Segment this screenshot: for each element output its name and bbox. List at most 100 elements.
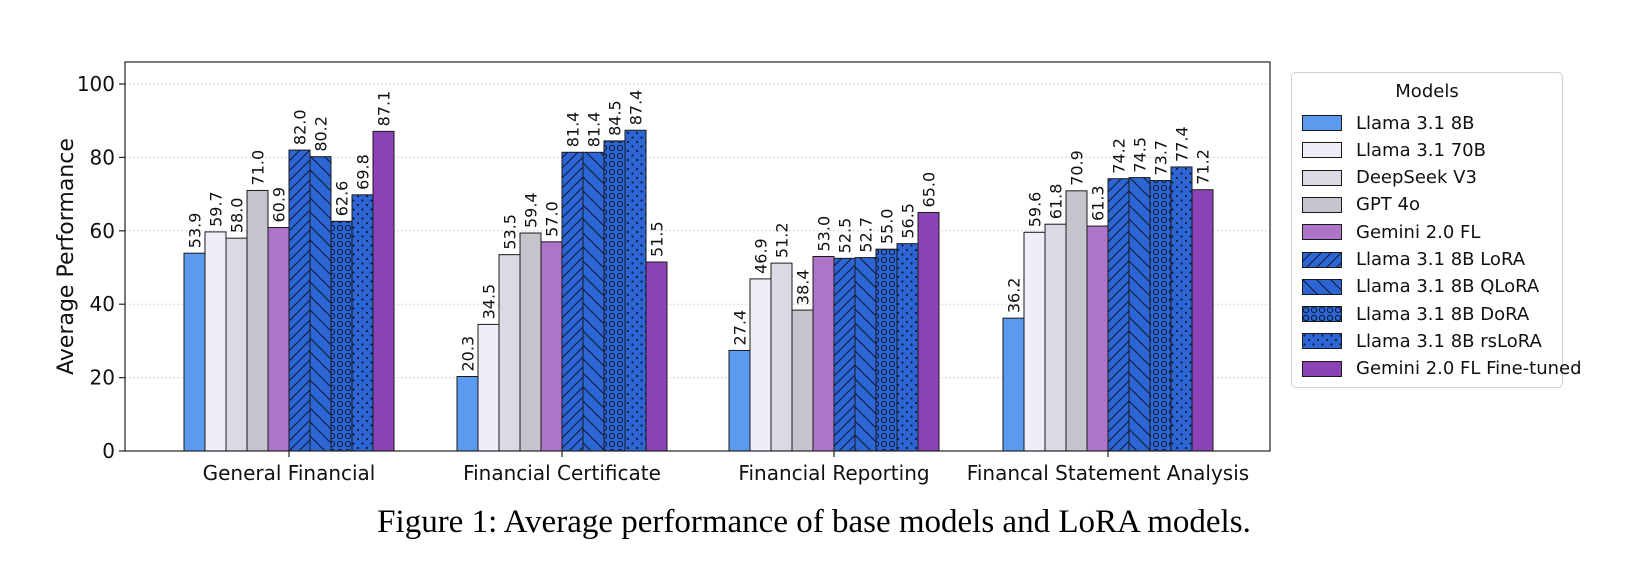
data-label: 81.4 xyxy=(585,112,604,148)
data-label: 53.5 xyxy=(501,214,520,250)
data-label: 71.0 xyxy=(249,150,268,186)
legend-item-llama-3-1-8b-qlora: Llama 3.1 8B QLoRA xyxy=(1302,275,1539,299)
data-label: 77.4 xyxy=(1173,126,1192,162)
data-label: 71.2 xyxy=(1194,149,1213,185)
bar-gemini-2-0-fl-financial-reporting xyxy=(812,256,835,452)
y-tick-label: 40 xyxy=(90,292,115,316)
data-label: 74.2 xyxy=(1110,138,1129,174)
legend-swatch xyxy=(1302,333,1342,350)
bar-gpt-4o-financial-reporting xyxy=(791,309,814,452)
bar-gpt-4o-general-financial xyxy=(246,189,269,452)
bar-llama-3-1-70b-financal-statement-analysis xyxy=(1023,231,1046,452)
legend-swatch xyxy=(1302,115,1342,131)
data-label: 82.0 xyxy=(291,109,310,145)
data-label: 65.0 xyxy=(920,172,939,208)
x-tick-label: Financal Statement Analysis xyxy=(967,461,1249,485)
data-label: 27.4 xyxy=(731,310,750,346)
data-label: 87.1 xyxy=(375,91,394,127)
bar-llama-3-1-8b-qlora-general-financial xyxy=(309,156,332,452)
legend-swatch xyxy=(1302,251,1342,268)
bar-llama-3-1-70b-general-financial xyxy=(204,231,227,452)
legend-item-llama-3-1-8b-rslora: Llama 3.1 8B rsLoRA xyxy=(1302,329,1542,353)
bar-llama-3-1-8b-lora-financial-certificate xyxy=(561,151,584,452)
legend-item-llama-3-1-8b-dora: Llama 3.1 8B DoRA xyxy=(1302,302,1529,326)
legend-label: Llama 3.1 8B LoRA xyxy=(1356,249,1526,270)
data-label: 34.5 xyxy=(480,284,499,320)
legend-item-deepseek-v3: DeepSeek V3 xyxy=(1302,166,1477,190)
legend-item-gpt-4o: GPT 4o xyxy=(1302,193,1420,217)
legend-label: Llama 3.1 70B xyxy=(1356,139,1486,161)
y-tick-label: 0 xyxy=(102,439,115,463)
bar-gpt-4o-financial-certificate xyxy=(519,232,542,452)
plot-frame xyxy=(124,61,1271,452)
bar-llama-3-1-8b-rslora-financal-statement-analysis xyxy=(1170,166,1193,452)
data-label: 20.3 xyxy=(459,336,478,372)
data-label: 59.7 xyxy=(207,191,226,227)
legend-label: Llama 3.1 8B xyxy=(1356,112,1475,134)
data-label: 58.0 xyxy=(228,198,247,234)
bar-llama-3-1-8b-dora-financial-reporting xyxy=(875,248,898,452)
data-label: 87.4 xyxy=(627,90,646,126)
y-tick-label: 100 xyxy=(77,72,115,96)
figure-caption: Figure 1: Average performance of base mo… xyxy=(377,504,1251,540)
legend-swatch xyxy=(1302,360,1342,377)
data-label: 53.0 xyxy=(815,216,834,252)
data-label: 53.9 xyxy=(186,213,205,249)
axes: 0 20 40 60 80 100 General Financial Financial C… xyxy=(77,72,1249,485)
bar-gemini-2-0-fl-fine-tuned-financial-certificate xyxy=(645,261,668,452)
chart-legend: Models Llama 3.1 8B Llama 3.1 70B DeepSeek… xyxy=(1291,72,1582,388)
bar-llama-3-1-8b-general-financial xyxy=(183,252,206,452)
grid-lines xyxy=(125,83,1270,379)
bar-gemini-2-0-fl-financial-certificate xyxy=(540,241,563,452)
data-label: 61.3 xyxy=(1089,185,1108,221)
data-label: 57.0 xyxy=(543,201,562,237)
bar-llama-3-1-8b-rslora-general-financial xyxy=(351,194,374,452)
legend-label: GPT 4o xyxy=(1356,194,1420,216)
bar-llama-3-1-8b-financal-statement-analysis xyxy=(1002,317,1025,452)
legend-swatch xyxy=(1302,224,1342,241)
bar-gpt-4o-financal-statement-analysis xyxy=(1065,190,1088,452)
bar-deepseek-v3-financial-reporting xyxy=(770,262,793,452)
bar-deepseek-v3-financal-statement-analysis xyxy=(1044,223,1067,452)
data-label: 38.4 xyxy=(794,269,813,305)
data-label: 60.9 xyxy=(270,187,289,223)
data-label: 84.5 xyxy=(606,100,625,136)
data-label: 70.9 xyxy=(1068,150,1087,186)
legend-label: Llama 3.1 8B DoRA xyxy=(1356,303,1530,325)
y-tick-label: 20 xyxy=(90,366,115,390)
data-label: 52.7 xyxy=(857,217,876,253)
data-label: 36.2 xyxy=(1005,278,1024,314)
y-tick-label: 80 xyxy=(90,145,115,169)
y-tick-label: 60 xyxy=(90,219,115,243)
bar-llama-3-1-8b-lora-financal-statement-analysis xyxy=(1107,178,1130,452)
bar-llama-3-1-8b-financial-reporting xyxy=(728,349,751,452)
bar-llama-3-1-8b-dora-general-financial xyxy=(330,220,353,452)
legend-item-llama-3-1-70b: Llama 3.1 70B xyxy=(1302,138,1486,162)
legend-item-gemini-2-0-fl-fine-tuned: Gemini 2.0 FL Fine-tuned xyxy=(1302,357,1582,381)
data-label: 73.7 xyxy=(1152,140,1171,176)
data-label: 80.2 xyxy=(312,116,331,152)
legend-label: Gemini 2.0 FL Fine-tuned xyxy=(1356,358,1582,380)
legend-swatch xyxy=(1302,169,1342,186)
bar-llama-3-1-8b-financial-certificate xyxy=(456,376,479,452)
bar-llama-3-1-70b-financial-reporting xyxy=(749,278,772,452)
bar-llama-3-1-8b-lora-financial-reporting xyxy=(833,257,856,452)
bar-gemini-2-0-fl-fine-tuned-financal-statement-analysis xyxy=(1191,189,1214,452)
bar-llama-3-1-8b-dora-financal-statement-analysis xyxy=(1149,180,1172,452)
data-label: 81.4 xyxy=(564,112,583,148)
legend-item-gemini-2-0-fl: Gemini 2.0 FL xyxy=(1302,220,1480,244)
legend-title: Models xyxy=(1395,81,1459,102)
x-tick-label: Financial Certificate xyxy=(463,461,661,485)
data-label: 46.9 xyxy=(752,238,771,274)
data-labels: 53.959.7 58.071.060.9 82.0 80.2 62.669.8 87.1… xyxy=(186,90,1213,372)
bar-llama-3-1-8b-qlora-financial-certificate xyxy=(582,151,605,452)
bar-deepseek-v3-general-financial xyxy=(225,237,248,452)
legend-label: Gemini 2.0 FL xyxy=(1356,221,1481,243)
bar-llama-3-1-8b-rslora-financial-certificate xyxy=(624,129,647,452)
bar-gemini-2-0-fl-general-financial xyxy=(267,227,290,452)
data-label: 51.2 xyxy=(773,222,792,258)
legend-swatch xyxy=(1302,196,1342,213)
legend-label: DeepSeek V3 xyxy=(1356,167,1477,189)
data-label: 62.6 xyxy=(333,181,352,217)
data-label: 69.8 xyxy=(354,154,373,190)
